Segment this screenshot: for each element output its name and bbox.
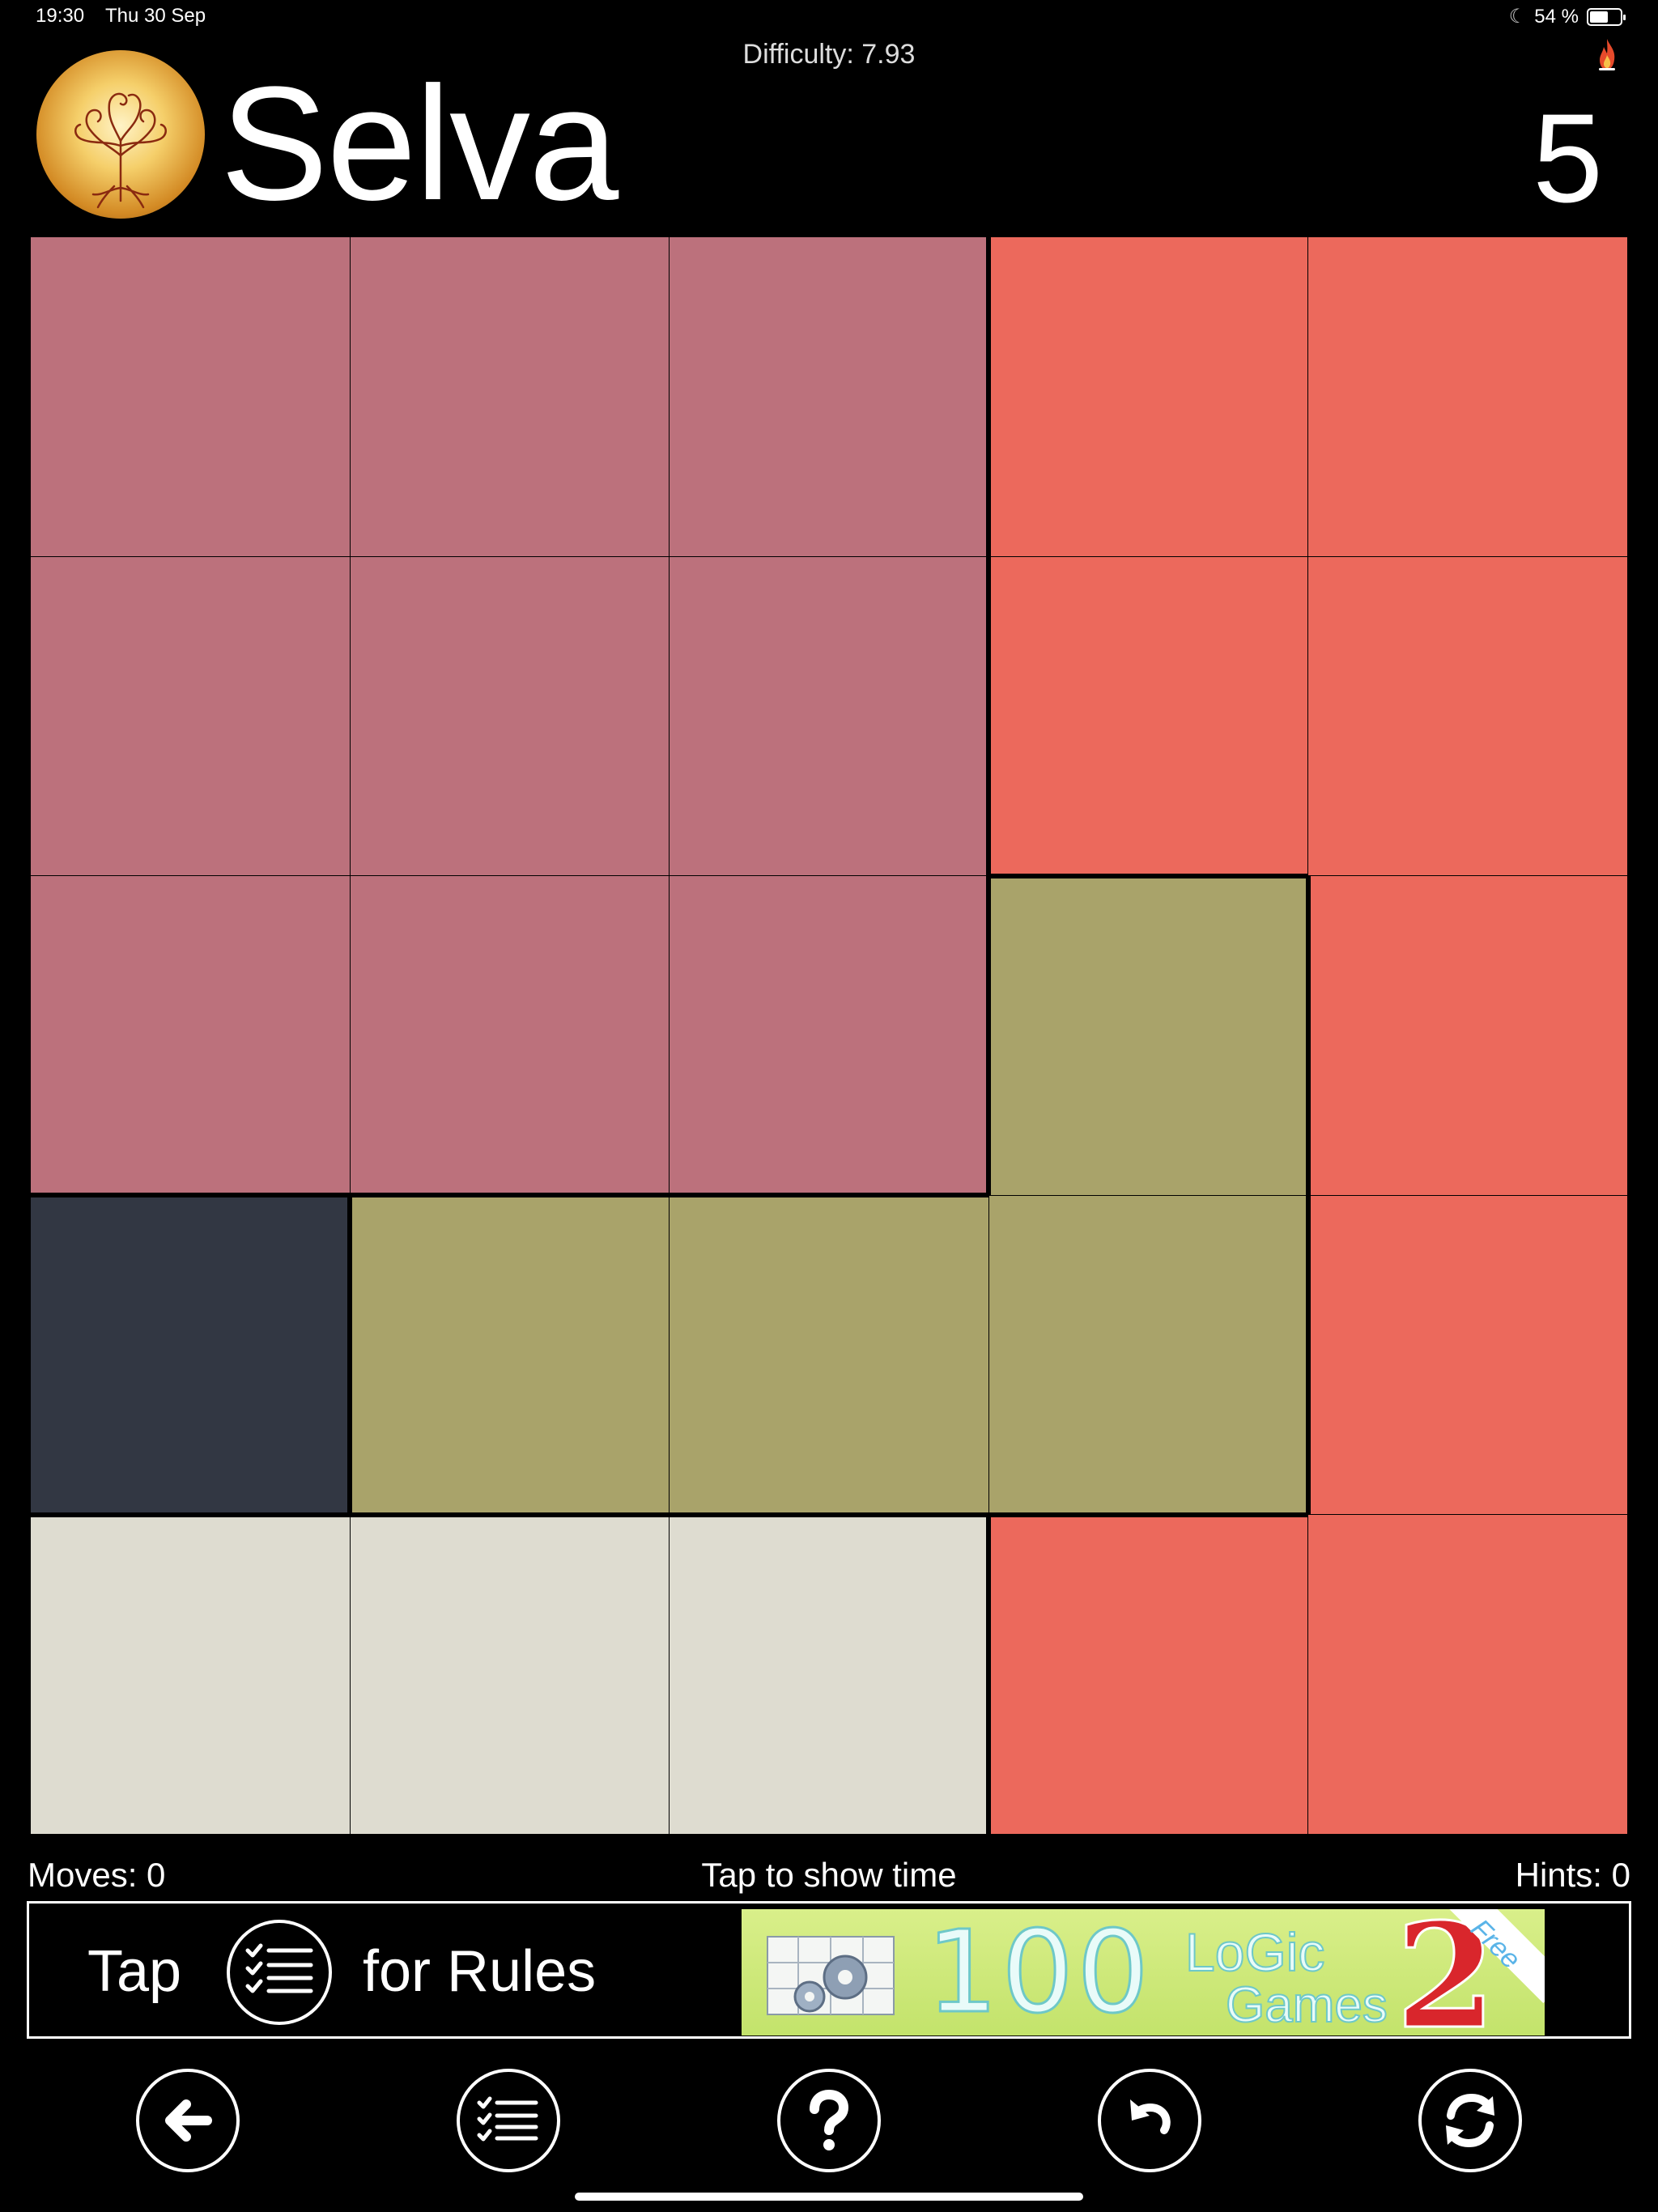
flame-icon[interactable] [1596,37,1618,71]
arrow-left-icon [165,2099,212,2142]
rules-button[interactable] [457,2069,560,2172]
rules-banner[interactable]: Tap for Rules 100 LoGic Games 2 Free [27,1901,1631,2039]
status-time: 19:30 [36,5,85,27]
board-cell[interactable] [350,1516,670,1834]
board-cell[interactable] [991,237,1308,556]
moon-icon: ☾ [1508,6,1527,28]
checklist-icon[interactable] [227,1920,332,2025]
checklist-icon [477,2096,538,2142]
battery-percent: 54 % [1534,5,1579,28]
board-cell[interactable] [1308,1515,1627,1834]
board-cell[interactable] [350,237,670,556]
hints-counter: Hints: 0 [1515,1856,1630,1894]
moves-counter: Moves: 0 [28,1856,166,1894]
question-icon [810,2089,849,2150]
battery-icon [1587,7,1626,26]
ad-logic-text: LoGic [1184,1922,1325,1982]
ad-number: 100 [925,1909,1153,2035]
board-cell[interactable] [31,876,350,1193]
board-cell[interactable] [988,1195,1306,1512]
level-number: 5 [1533,88,1603,229]
undo-button[interactable] [1098,2069,1201,2172]
difficulty-label: Difficulty: 7.93 [742,39,916,70]
tree-of-life-icon [36,50,205,219]
board-cell[interactable] [31,1197,348,1512]
status-date: Thu 30 Sep [105,5,206,27]
board-cell[interactable] [31,556,350,876]
board-cell[interactable] [670,556,987,876]
board-cell[interactable] [670,237,987,556]
puzzle-board[interactable] [31,237,1627,1834]
board-cell[interactable] [991,878,1306,1195]
status-bar: 19:30 Thu 30 Sep ☾ 54 % [0,0,1658,32]
refresh-icon [1446,2093,1494,2148]
help-button[interactable] [777,2069,881,2172]
ad-games-text: Games [1225,1977,1388,2033]
undo-icon [1130,2099,1171,2134]
rules-for-label: for Rules [363,1939,597,2004]
board-cell[interactable] [31,237,350,556]
back-button[interactable] [136,2069,240,2172]
board-cell[interactable] [31,1516,350,1834]
board-cell[interactable] [1310,876,1627,1195]
board-cell[interactable] [352,1197,670,1512]
board-cell[interactable] [1310,1195,1627,1515]
home-indicator [575,2193,1083,2201]
restart-button[interactable] [1418,2069,1522,2172]
battery-fill [1590,11,1608,23]
board-cell[interactable] [670,1516,987,1834]
board-cell[interactable] [670,1197,988,1512]
board-cell[interactable] [1308,237,1627,556]
ad-banner[interactable]: 100 LoGic Games 2 Free [742,1909,1545,2035]
game-title: Selva [220,53,619,234]
board-cell[interactable] [350,876,670,1193]
show-time-button[interactable]: Tap to show time [701,1856,957,1894]
board-cell[interactable] [670,876,987,1193]
board-cell[interactable] [350,556,670,876]
rules-tap-label: Tap [87,1939,182,2004]
board-cell[interactable] [991,1516,1308,1834]
board-cell[interactable] [991,556,1308,874]
puzzle-gears-icon [767,1936,895,2015]
status-right: ☾ 54 % [1508,5,1626,28]
board-cell[interactable] [1308,556,1627,876]
